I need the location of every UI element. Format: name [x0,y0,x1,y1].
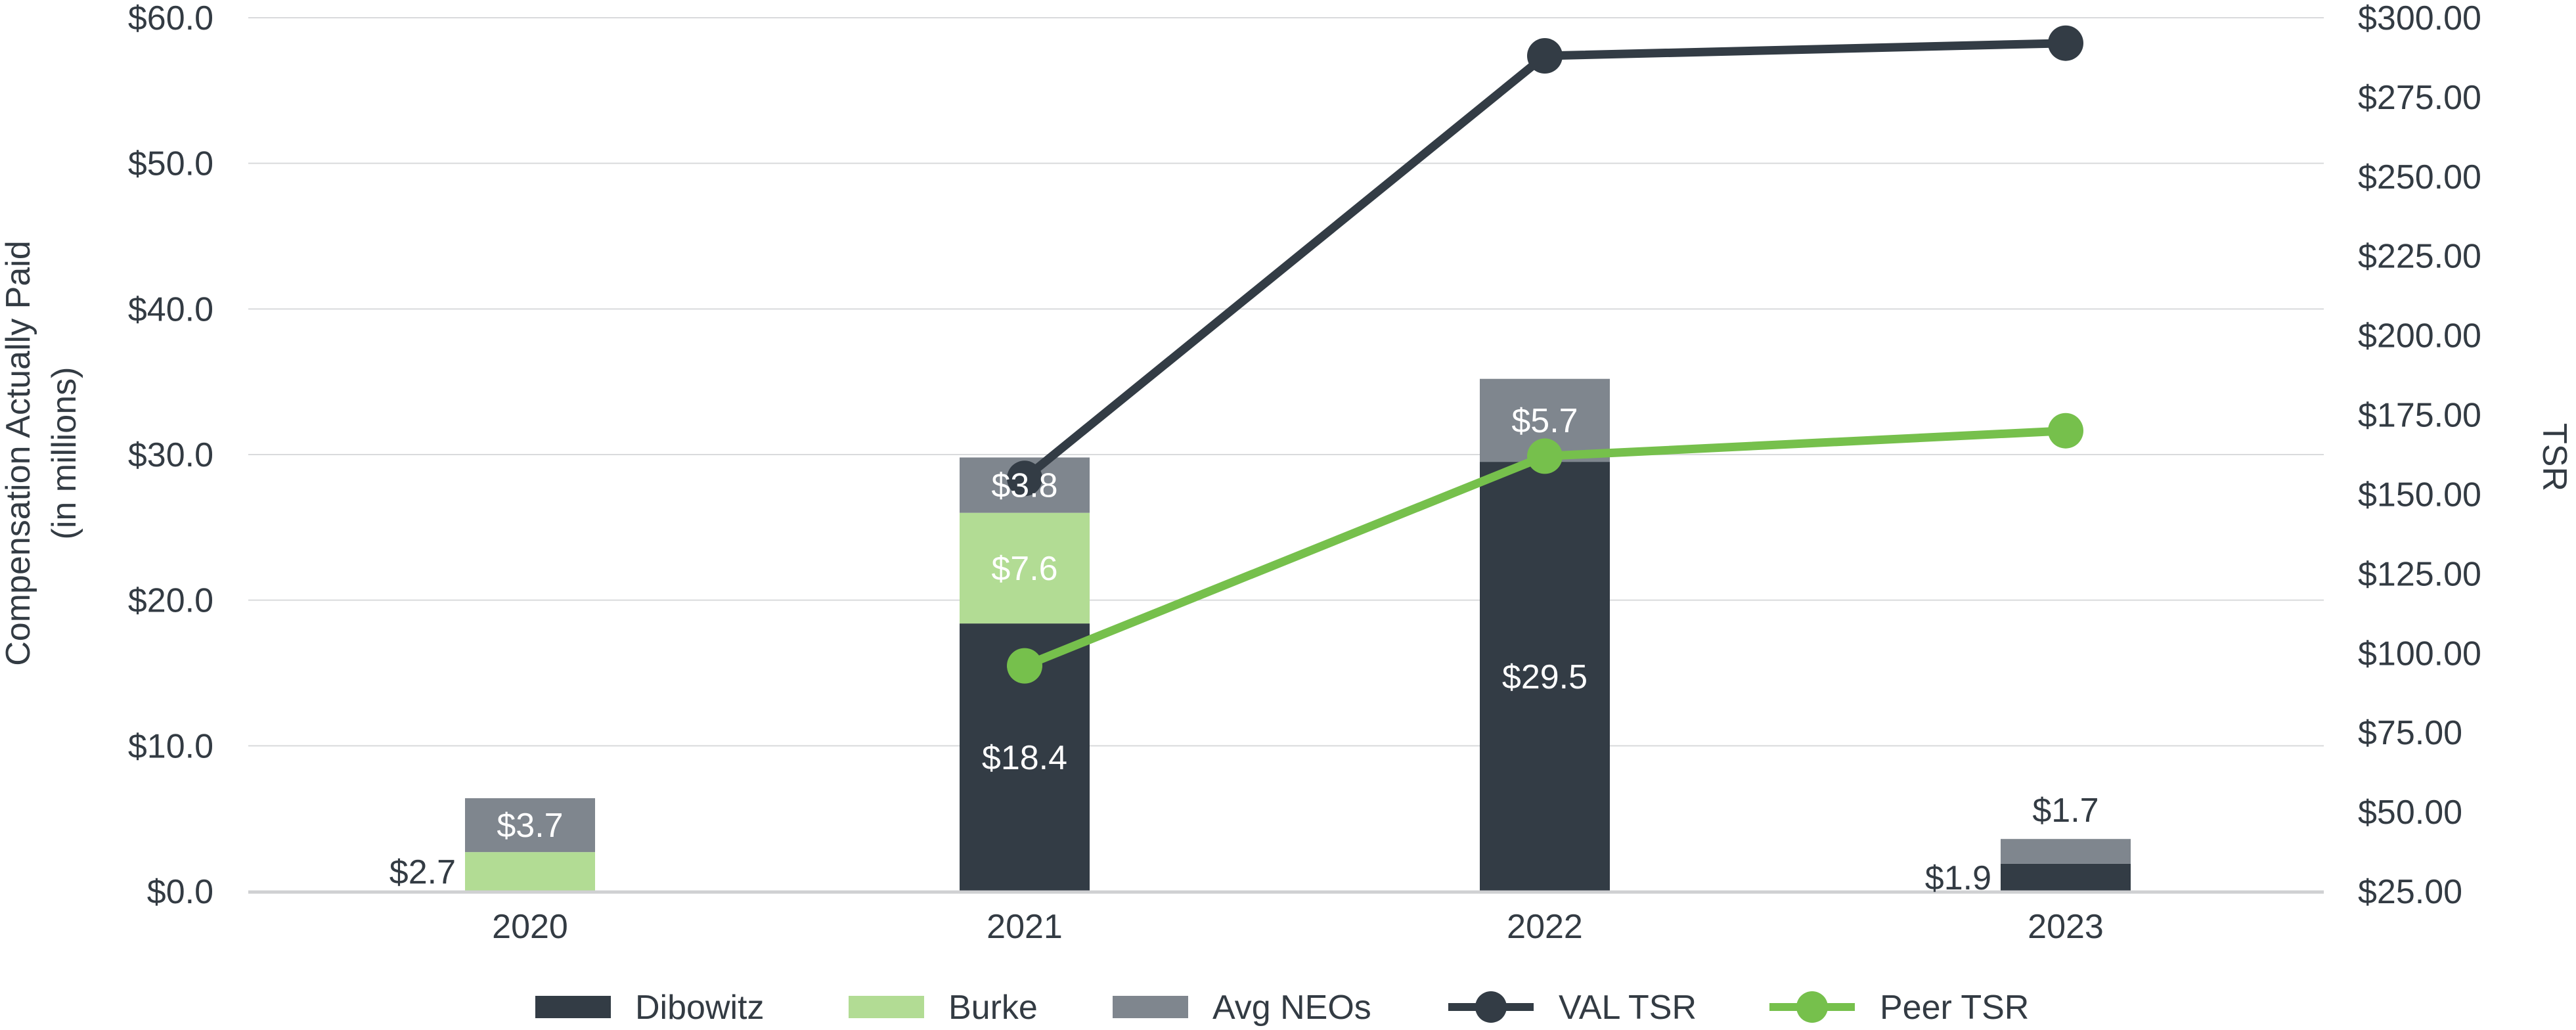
line-marker [1007,648,1042,684]
bar-segment [2001,863,2131,891]
bar-value-label: $29.5 [1502,658,1588,696]
bar-value-label: $5.7 [1511,402,1578,440]
gridlines [248,17,2324,747]
right-tick-label: $225.00 [2358,238,2481,276]
left-tick-label: $40.0 [128,290,213,328]
legend-label: VAL TSR [1559,989,1697,1027]
right-axis-title: TSR [2535,423,2573,491]
right-tick-label: $125.00 [2358,555,2481,593]
bar-value-label: $3.8 [991,467,1057,505]
left-tick-label: $30.0 [128,436,213,474]
bar-value-label: $7.6 [991,550,1057,588]
tsr-lines [1007,25,2083,684]
legend-label: Peer TSR [1880,989,2029,1027]
bar-segment [1480,462,1610,891]
bar-segment [2001,839,2131,864]
data-labels: $2.7 $3.7 $18.4 $7.6 $3.8 $29.5 $5.7 $1.9 $1.7 [389,402,2099,897]
left-axis-title-line-2: (in millions) [45,367,83,540]
left-tick-label: $60.0 [128,0,213,37]
x-tick-label: 2022 [1507,908,1583,946]
legend-label: Burke [948,989,1038,1027]
bar-segment [465,798,595,853]
left-axis: $0.0 $10.0 $20.0 $30.0 $40.0 $50.0 $60.0 [128,0,213,911]
right-tick-label: $200.00 [2358,317,2481,355]
bar-value-label: $1.9 [1925,859,1991,897]
right-tick-label: $275.00 [2358,79,2481,117]
line-marker [1527,438,1563,474]
line-marker [1527,38,1563,74]
bar-value-label: $3.7 [497,807,563,845]
left-tick-label: $20.0 [128,582,213,620]
bars [465,378,2131,891]
right-tick-label: $25.00 [2358,873,2462,911]
x-axis: 2020 2021 2022 2023 [492,908,2104,946]
left-tick-label: $0.0 [147,873,213,911]
right-tick-label: $50.00 [2358,794,2462,832]
line-marker [1007,460,1042,497]
x-tick-label: 2023 [2028,908,2104,946]
right-tick-label: $150.00 [2358,476,2481,514]
line-marker [2048,413,2083,449]
right-tick-label: $100.00 [2358,635,2481,673]
right-tick-label: $250.00 [2358,158,2481,196]
right-tick-label: $75.00 [2358,714,2462,752]
left-tick-label: $10.0 [128,727,213,765]
bar-segment [960,512,1090,624]
legend-swatch [849,996,924,1018]
legend-swatch [1113,996,1188,1018]
legend-label: Dibowitz [635,989,765,1027]
bar-value-label: $1.7 [2032,792,2099,830]
x-tick-label: 2020 [492,908,568,946]
legend: Dibowitz Burke Avg NEOs VAL TSR Peer TSR [535,989,2029,1027]
line-marker [2048,25,2083,61]
x-tick-label: 2021 [987,908,1063,946]
left-axis-title-line-1: Compensation Actually Paid [0,240,37,666]
right-tick-label: $300.00 [2358,0,2481,37]
legend-label: Avg NEOs [1212,989,1371,1027]
legend-marker [1475,991,1507,1023]
legend-marker [1796,991,1828,1023]
bar-value-label: $18.4 [982,739,1067,777]
bar-value-label: $2.7 [389,853,456,891]
bar-segment [465,852,595,891]
right-axis: $25.00 $50.00 $75.00 $100.00 $125.00 $150.00 $… [2358,0,2481,911]
left-tick-label: $50.0 [128,145,213,183]
right-tick-label: $175.00 [2358,397,2481,435]
legend-swatch [535,996,611,1018]
